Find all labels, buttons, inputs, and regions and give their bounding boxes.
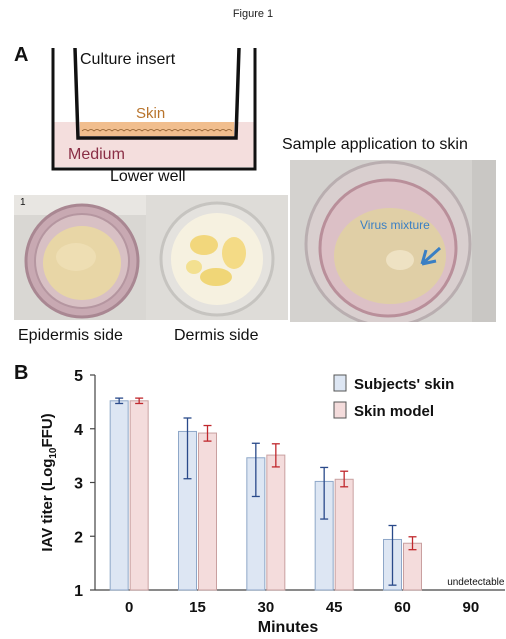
- legend-swatch: [333, 401, 347, 419]
- y-tick-label: 5: [74, 368, 83, 385]
- bar-skin-model: [198, 432, 217, 591]
- y-tick-label: 1: [74, 583, 83, 600]
- arrow-icon: [420, 246, 441, 266]
- virus-mixture-label: Virus mixture: [360, 218, 430, 232]
- dermis-photo: [146, 195, 288, 320]
- y-tick-label: 2: [74, 529, 83, 546]
- sample-application-photo: Virus mixture: [290, 160, 496, 322]
- skin-texture: [81, 129, 233, 132]
- y-axis-title: IAV titer (Log10FFU): [39, 413, 59, 551]
- bar-skin-model: [266, 454, 286, 591]
- y-tick-label: 4: [74, 422, 83, 439]
- culture-insert-diagram: [51, 47, 257, 171]
- x-tick-label: 0: [125, 599, 133, 616]
- panel-a-letter: A: [14, 44, 29, 66]
- lower-well-outline: [51, 48, 257, 171]
- legend-label: Skin model: [354, 403, 434, 420]
- medium-label: Medium: [68, 146, 125, 163]
- sample-application-label: Sample application to skin: [282, 136, 468, 153]
- x-axis-title: Minutes: [258, 619, 319, 636]
- legend-swatch: [333, 374, 347, 392]
- x-tick-label: 15: [189, 599, 206, 616]
- panel-b-letter: B: [14, 362, 29, 384]
- skin-label: Skin: [136, 105, 166, 122]
- y-tick-label: 3: [74, 476, 83, 493]
- lower-well-label: Lower well: [110, 168, 186, 185]
- photo-number: 1: [20, 197, 26, 208]
- bar-skin-model: [129, 400, 149, 591]
- culture-insert-label: Culture insert: [80, 51, 176, 68]
- x-tick-label: 90: [462, 599, 479, 616]
- culture-insert-outline: [73, 47, 241, 140]
- figure-title: Figure 1: [232, 8, 274, 20]
- epidermis-photo: 1: [14, 195, 146, 320]
- dermis-side-label: Dermis side: [174, 327, 259, 344]
- legend-label: Subjects' skin: [354, 376, 454, 393]
- skin-layer: [80, 122, 234, 136]
- undetectable-label: undetectable: [447, 577, 505, 588]
- bar-subjects-skin: [109, 400, 129, 591]
- x-tick-label: 30: [257, 599, 274, 616]
- x-tick-label: 60: [394, 599, 411, 616]
- bar-skin-model: [334, 478, 354, 591]
- x-tick-label: 45: [326, 599, 343, 616]
- epidermis-side-label: Epidermis side: [18, 327, 123, 344]
